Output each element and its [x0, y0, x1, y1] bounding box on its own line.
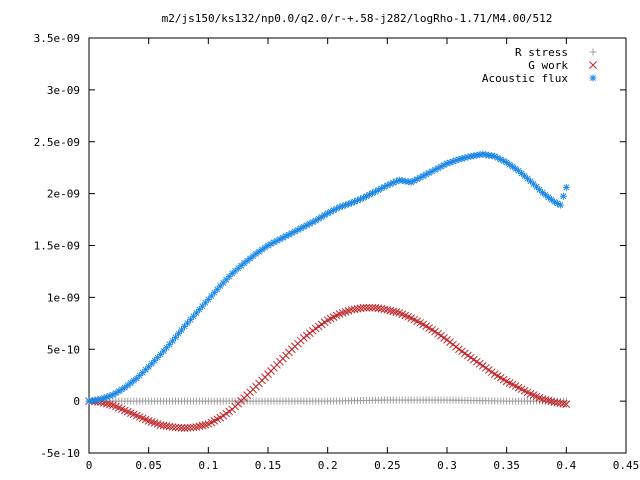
data-point — [353, 304, 362, 313]
x-tick-label: 0.35 — [493, 459, 520, 472]
data-point — [162, 422, 171, 430]
data-point — [362, 303, 371, 312]
data-point — [103, 399, 111, 408]
x-tick-label: 0.45 — [613, 459, 640, 472]
chart-title: m2/js150/ks132/np0.0/q2.0/r-+.58-j282/lo… — [162, 12, 553, 25]
data-point — [497, 155, 505, 163]
data-point — [374, 304, 383, 313]
y-tick-label: 1e-09 — [47, 291, 80, 304]
data-point — [350, 305, 359, 314]
data-point — [195, 422, 204, 431]
data-point — [365, 303, 374, 312]
y-tick-label: 2e-09 — [47, 188, 80, 201]
data-point — [180, 424, 189, 432]
y-tick-label: 5e-10 — [47, 343, 80, 356]
data-point — [556, 201, 564, 209]
data-point — [177, 423, 186, 432]
data-point — [106, 400, 114, 409]
data-point — [371, 188, 379, 196]
data-point — [186, 423, 195, 432]
data-point — [383, 305, 392, 314]
y-tick-label: 3.5e-09 — [34, 32, 80, 45]
data-point — [392, 308, 401, 317]
data-point — [562, 183, 570, 191]
legend-marker — [589, 61, 597, 69]
data-point — [547, 397, 556, 406]
data-point — [359, 303, 368, 312]
x-tick-label: 0.2 — [318, 459, 338, 472]
x-tick-label: 0 — [86, 459, 93, 472]
legend-item: R stress — [515, 46, 597, 59]
data-point — [562, 400, 571, 409]
data-point — [553, 398, 562, 407]
data-point — [559, 192, 567, 200]
x-tick-label: 0.05 — [135, 459, 162, 472]
data-point — [389, 307, 398, 316]
data-point — [431, 166, 439, 174]
series-layer — [85, 150, 571, 432]
data-point — [538, 395, 547, 403]
data-point — [368, 189, 376, 197]
data-point — [371, 303, 380, 312]
legend-label: R stress — [515, 46, 568, 59]
data-point — [174, 423, 183, 432]
data-point — [377, 304, 386, 313]
y-tick-label: -5e-10 — [40, 447, 80, 460]
axes — [88, 37, 627, 454]
data-point — [380, 305, 389, 314]
series-g-work — [85, 303, 571, 432]
x-tick-label: 0.4 — [556, 459, 576, 472]
y-tick-label: 2.5e-09 — [34, 136, 80, 149]
data-point — [541, 395, 550, 404]
data-point — [195, 306, 203, 314]
legend-item: G work — [528, 59, 597, 72]
legend-marker — [589, 74, 597, 82]
legend-item: Acoustic flux — [482, 72, 597, 85]
y-tick-label: 3e-09 — [47, 84, 80, 97]
data-point — [535, 186, 543, 194]
data-point — [324, 209, 332, 217]
data-point — [434, 164, 442, 172]
series-r-stress — [85, 396, 570, 405]
data-point — [189, 423, 198, 432]
data-point — [386, 306, 395, 315]
data-point — [368, 303, 377, 312]
data-point — [347, 305, 356, 314]
data-point — [440, 161, 448, 169]
data-point — [198, 421, 207, 430]
data-point — [556, 399, 565, 408]
data-point — [169, 337, 177, 345]
x-tick-label: 0.25 — [374, 459, 401, 472]
data-point — [282, 232, 290, 240]
data-point — [168, 423, 177, 431]
data-point — [201, 420, 210, 429]
x-tick-label: 0.1 — [198, 459, 218, 472]
data-point — [156, 421, 165, 429]
data-point — [544, 396, 553, 405]
legend-marker — [589, 48, 597, 56]
data-point — [553, 199, 561, 207]
y-tick-label: 0 — [73, 395, 80, 408]
data-point — [163, 344, 171, 352]
data-point — [559, 399, 568, 408]
data-point — [500, 157, 508, 165]
data-point — [550, 398, 559, 407]
data-point — [544, 193, 552, 201]
ticks: 0 0.05 0.1 0.15 0.2 0.25 0.3 0.35 0.4 0.45 -5e-10 0… — [34, 32, 640, 472]
data-point — [159, 421, 168, 430]
data-point — [171, 423, 180, 432]
data-point — [183, 423, 192, 432]
data-point — [330, 206, 338, 214]
legend-label: Acoustic flux — [482, 72, 568, 85]
series-acoustic-flux — [85, 150, 570, 405]
x-tick-label: 0.15 — [255, 459, 282, 472]
y-tick-label: 1.5e-09 — [34, 240, 80, 253]
legend-label: G work — [528, 59, 568, 72]
x-tick-label: 0.3 — [437, 459, 457, 472]
data-point — [192, 423, 201, 431]
data-point — [356, 304, 365, 313]
plot-frame — [88, 37, 627, 454]
